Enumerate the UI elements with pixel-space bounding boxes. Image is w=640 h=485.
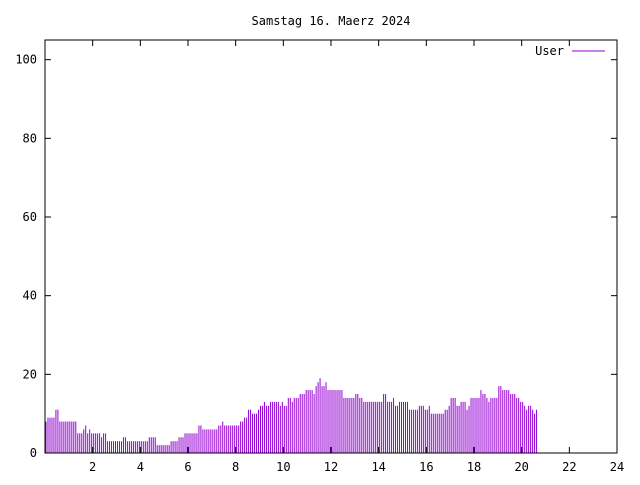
y-tick-label: 100	[15, 53, 37, 67]
x-tick-label: 12	[324, 460, 338, 474]
x-tick-label: 8	[232, 460, 239, 474]
x-tick-label: 4	[137, 460, 144, 474]
y-tick-label: 40	[23, 289, 37, 303]
x-tick-label: 10	[276, 460, 290, 474]
x-tick-label: 22	[562, 460, 576, 474]
plot-border	[44, 39, 618, 454]
x-tick-label: 6	[184, 460, 191, 474]
y-tick-label: 80	[23, 131, 37, 145]
x-tick-label: 16	[419, 460, 433, 474]
x-tick-label: 24	[610, 460, 624, 474]
y-tick-label: 0	[30, 446, 37, 460]
x-tick-label: 18	[467, 460, 481, 474]
legend: User	[535, 44, 605, 58]
x-tick-label: 2	[89, 460, 96, 474]
x-tick-label: 20	[514, 460, 528, 474]
x-tick-label: 14	[371, 460, 385, 474]
y-tick-label: 20	[23, 367, 37, 381]
legend-label: User	[535, 44, 564, 58]
bars-layer	[45, 378, 538, 453]
chart-title: Samstag 16. Maerz 2024	[252, 14, 411, 28]
y-tick-label: 60	[23, 210, 37, 224]
